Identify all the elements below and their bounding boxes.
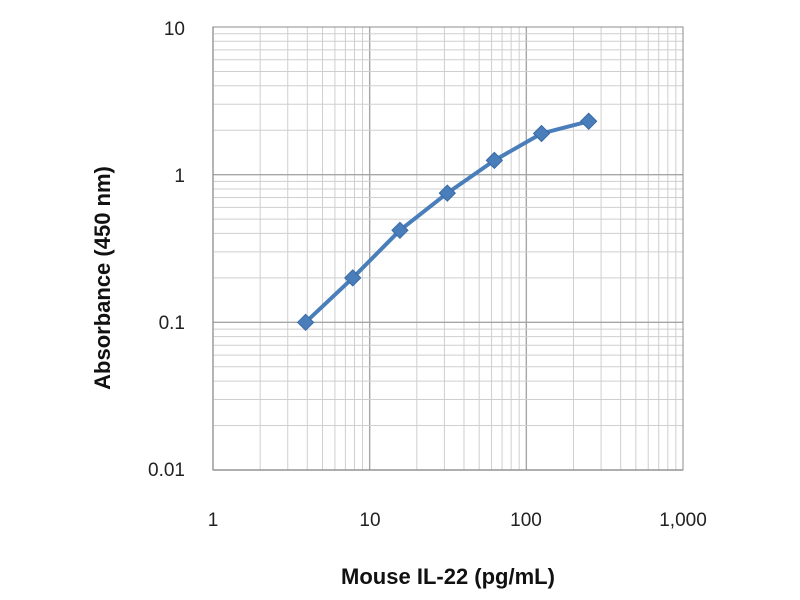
data-point-marker <box>532 124 551 143</box>
data-point-marker <box>579 112 598 130</box>
y-tick-label: 0.01 <box>148 460 185 481</box>
data-point-marker <box>391 221 409 240</box>
x-tick-label: 1,000 <box>659 510 707 531</box>
data-point-marker <box>344 269 362 287</box>
x-tick-label: 1 <box>208 510 219 531</box>
chart-grid <box>212 27 683 471</box>
x-tick-label: 100 <box>510 510 542 531</box>
series-layer <box>296 112 598 332</box>
x-tick-label: 10 <box>359 510 380 531</box>
y-tick-label: 10 <box>164 19 185 40</box>
x-axis-tick-labels: 1 10 100 1,000 <box>208 510 707 531</box>
data-point-marker <box>438 184 457 202</box>
y-axis-tick-labels: 0.01 0.1 1 10 <box>148 19 185 481</box>
data-point-marker <box>296 313 315 332</box>
y-tick-label: 0.1 <box>159 313 185 334</box>
x-axis-title: Mouse IL-22 (pg/mL) <box>341 564 555 589</box>
series-line <box>303 119 591 325</box>
y-tick-label: 1 <box>174 166 185 187</box>
plot-area-border <box>212 26 684 471</box>
y-axis-title: Absorbance (450 nm) <box>90 166 115 390</box>
data-point-marker <box>485 151 504 170</box>
